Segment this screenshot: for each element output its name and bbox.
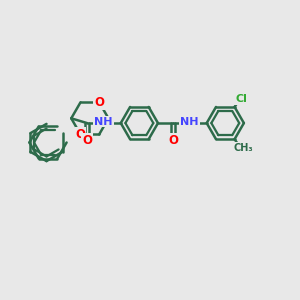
- Text: O: O: [94, 96, 104, 109]
- Text: O: O: [82, 134, 92, 147]
- Text: NH: NH: [180, 117, 199, 127]
- Text: O: O: [168, 134, 178, 147]
- Text: Cl: Cl: [235, 94, 247, 104]
- Text: O: O: [76, 128, 85, 141]
- Text: NH: NH: [94, 117, 113, 127]
- Text: CH₃: CH₃: [234, 143, 254, 153]
